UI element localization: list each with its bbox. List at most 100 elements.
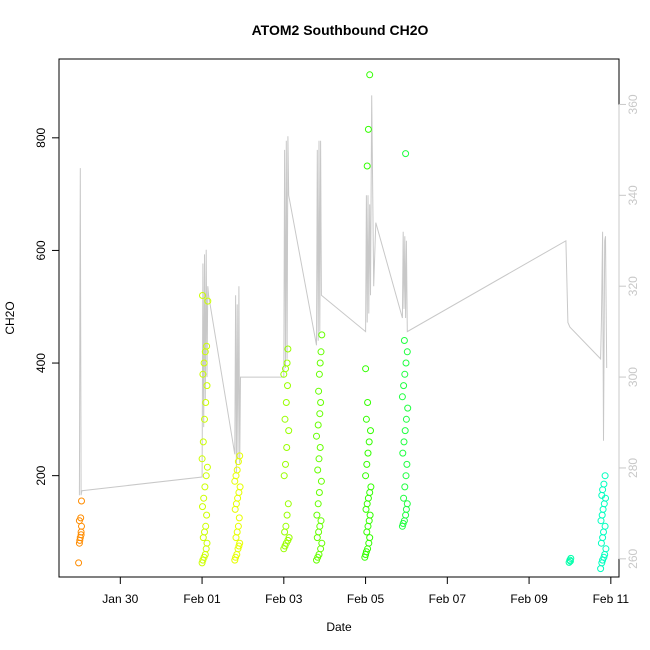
point-0-6	[77, 514, 85, 522]
point-6-10	[399, 449, 407, 457]
point-3-11	[283, 444, 291, 451]
point-6-15	[398, 393, 406, 401]
point-6-16	[400, 382, 408, 390]
x-tick-label-1: Feb 01	[183, 592, 221, 606]
secondary-line	[78, 95, 608, 496]
point-4-19	[317, 399, 325, 406]
x-tick-label-0: Jan 30	[102, 592, 138, 606]
point-5-18	[365, 438, 373, 446]
point-0-0	[75, 559, 83, 567]
point-8-18	[601, 472, 609, 480]
point-6-11	[400, 438, 408, 446]
point-2-16	[232, 472, 240, 480]
point-6-12	[401, 427, 409, 435]
point-8-3	[600, 553, 608, 561]
point-1-7	[201, 528, 208, 536]
point-6-7	[401, 483, 409, 491]
point-4-10	[314, 500, 322, 508]
x-axis-label: Date	[326, 620, 352, 634]
y-axis: 200 400 600 800	[34, 127, 60, 486]
y-tick-label-2: 600	[34, 240, 48, 260]
point-8-0	[597, 565, 605, 573]
point-6-4	[402, 505, 410, 513]
y2-axis: 260 280 300 320 340 360	[618, 94, 640, 569]
y2-tick-label-1: 280	[626, 458, 640, 478]
point-6-3	[402, 511, 410, 519]
point-5-15	[362, 472, 370, 480]
point-8-9	[601, 522, 609, 530]
point-5-9	[366, 511, 374, 519]
chart-title: ATOM2 Southbound CH2O	[252, 22, 429, 38]
x-tick-label-5: Feb 09	[510, 592, 548, 606]
y-tick-label-0: 200	[34, 465, 48, 485]
point-0-7	[78, 497, 85, 505]
x-tick-label-3: Feb 05	[347, 592, 385, 606]
point-5-23	[363, 162, 371, 170]
point-5-10	[362, 505, 370, 513]
point-1-15	[198, 455, 206, 463]
point-3-13	[281, 415, 289, 423]
point-3-15	[284, 382, 291, 390]
point-1-10	[199, 503, 206, 511]
point-1-23	[203, 342, 211, 350]
point-6-21	[402, 150, 410, 158]
point-1-9	[203, 511, 211, 519]
point-0-9	[77, 531, 85, 539]
point-8-13	[600, 500, 608, 508]
point-5-12	[364, 494, 372, 502]
point-6-17	[401, 370, 409, 378]
point-5-24	[364, 125, 372, 133]
point-5-13	[366, 489, 374, 496]
y2-tick-label-3: 320	[626, 276, 640, 296]
point-8-8	[600, 528, 607, 536]
point-3-18	[283, 359, 291, 367]
point-5-19	[367, 427, 374, 435]
x-axis: Jan 30 Feb 01 Feb 03 Feb 05 Feb 07 Feb 09 Feb …	[102, 576, 629, 606]
y-tick-label-1: 400	[34, 353, 48, 373]
point-5-11	[363, 500, 371, 508]
point-8-6	[597, 539, 605, 547]
point-6-13	[402, 415, 410, 423]
point-1-21	[200, 359, 208, 367]
point-2-13	[235, 489, 243, 496]
point-5-16	[363, 460, 371, 468]
point-6-19	[403, 348, 411, 356]
point-3-6	[282, 522, 290, 530]
point-4-20	[315, 387, 323, 395]
point-5-8	[365, 517, 373, 525]
point-8-12	[599, 505, 607, 513]
point-6-9	[403, 460, 411, 468]
point-5-6	[363, 528, 371, 536]
y2-tick-label-0: 260	[626, 548, 640, 568]
point-1-18	[202, 399, 210, 406]
point-5-17	[364, 449, 372, 457]
point-8-5	[602, 545, 610, 553]
point-5-4	[365, 539, 373, 547]
y2-tick-label-5: 360	[626, 94, 640, 114]
point-4-22	[316, 359, 324, 367]
point-4-24	[318, 331, 326, 339]
point-4-12	[317, 477, 325, 485]
point-4-3	[317, 545, 325, 553]
point-1-20	[199, 370, 207, 378]
point-4-6	[315, 528, 323, 536]
point-3-9	[280, 472, 288, 480]
point-6-5	[403, 500, 411, 508]
point-2-4	[235, 542, 243, 550]
point-8-11	[598, 511, 606, 519]
point-1-17	[201, 415, 208, 423]
point-2-17	[233, 466, 241, 474]
point-3-12	[285, 427, 293, 435]
point-5-20	[362, 415, 370, 423]
point-1-16	[199, 438, 207, 446]
point-2-15	[231, 477, 239, 485]
point-2-6	[232, 534, 240, 542]
point-4-18	[316, 410, 324, 418]
point-3-10	[282, 460, 289, 468]
point-4-5	[313, 534, 321, 542]
point-1-6	[199, 534, 207, 542]
y-axis-label: CH2O	[3, 301, 17, 334]
point-2-8	[234, 522, 242, 530]
point-4-21	[315, 370, 323, 378]
